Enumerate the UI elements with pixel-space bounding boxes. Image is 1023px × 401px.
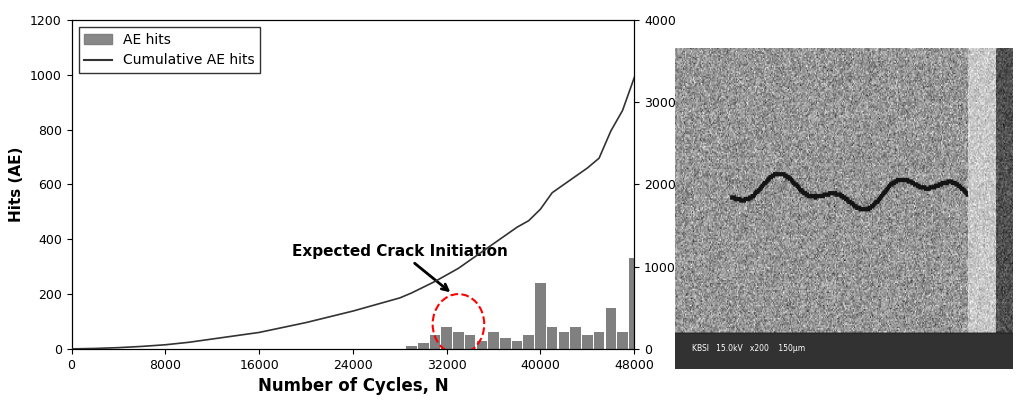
Bar [500, 338, 510, 349]
Bar [477, 341, 487, 349]
Y-axis label: Hits (AE): Hits (AE) [9, 147, 25, 222]
Bar [512, 341, 523, 349]
Bar [488, 332, 499, 349]
Text: Expected Crack Initiation: Expected Crack Initiation [292, 244, 507, 290]
Bar [418, 343, 429, 349]
X-axis label: Number of Cycles, N: Number of Cycles, N [258, 377, 448, 395]
Bar [430, 335, 440, 349]
Bar [582, 335, 592, 349]
Bar [442, 327, 452, 349]
Y-axis label: Cumulative hits (AE): Cumulative hits (AE) [681, 97, 697, 272]
Bar [617, 332, 628, 349]
Bar [464, 335, 476, 349]
Bar [406, 346, 416, 349]
Bar [524, 335, 534, 349]
Bar [547, 327, 558, 349]
Legend: AE hits, Cumulative AE hits: AE hits, Cumulative AE hits [79, 27, 260, 73]
Bar [629, 259, 639, 349]
Bar [535, 283, 545, 349]
Text: KBSI   15.0kV   x200    150μm: KBSI 15.0kV x200 150μm [693, 344, 805, 353]
Bar [593, 332, 605, 349]
Bar [606, 308, 616, 349]
Bar [453, 332, 463, 349]
Bar [559, 332, 569, 349]
Bar [571, 327, 581, 349]
